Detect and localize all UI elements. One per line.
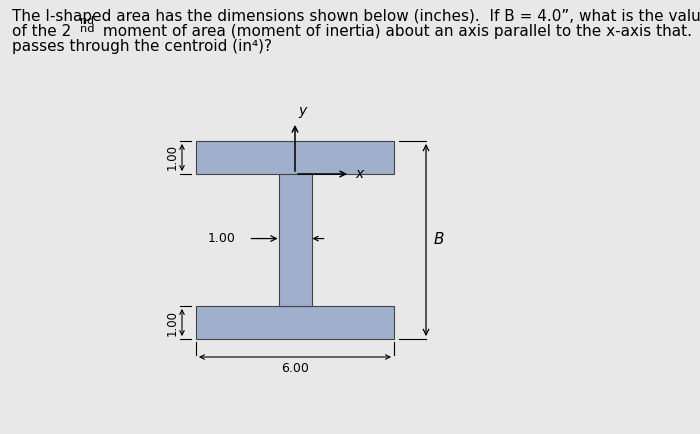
- Bar: [196, 141, 394, 174]
- Text: nd: nd: [80, 16, 94, 26]
- Text: passes through the centroid (in⁴)?: passes through the centroid (in⁴)?: [12, 39, 272, 54]
- Text: nd: nd: [80, 24, 94, 34]
- Text: 1.00: 1.00: [166, 145, 179, 171]
- Text: moment of area (moment of inertia) about an axis parallel to the x-axis that.: moment of area (moment of inertia) about…: [98, 24, 692, 39]
- Text: 6.00: 6.00: [281, 362, 309, 375]
- Text: y: y: [298, 104, 307, 118]
- Bar: [196, 306, 394, 339]
- Text: B: B: [434, 233, 444, 247]
- Text: 1.00: 1.00: [208, 232, 236, 245]
- Text: x: x: [355, 167, 363, 181]
- Text: The I-shaped area has the dimensions shown below (inches).  If B = 4.0”, what is: The I-shaped area has the dimensions sho…: [12, 9, 700, 24]
- Bar: [279, 174, 312, 306]
- Text: 1.00: 1.00: [166, 309, 179, 335]
- Text: of the 2: of the 2: [12, 24, 71, 39]
